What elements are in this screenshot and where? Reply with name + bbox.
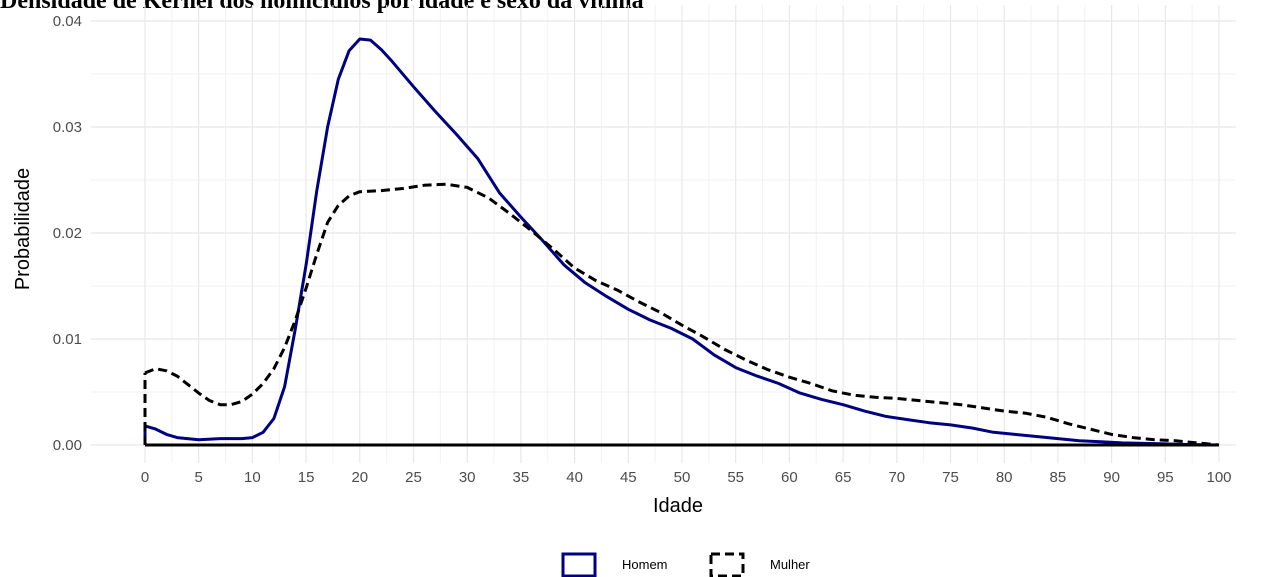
x-tick-label: 55 xyxy=(727,469,744,486)
y-tick-label: 0.04 xyxy=(53,13,82,30)
y-axis-ticks: 0.00 0.01 0.02 0.03 0.04 xyxy=(53,13,82,454)
x-tick-label: 40 xyxy=(566,469,583,486)
x-tick-label: 35 xyxy=(513,469,530,486)
legend-key-mulher xyxy=(709,552,745,577)
x-tick-label: 65 xyxy=(835,469,852,486)
y-tick-label: 0.00 xyxy=(53,437,82,454)
legend-key-homem xyxy=(561,552,597,577)
density-lines xyxy=(143,37,1220,447)
y-axis-title: Probabilidade xyxy=(12,168,34,290)
x-tick-label: 70 xyxy=(888,469,905,486)
density-line-homem xyxy=(144,37,1220,447)
x-tick-label: 75 xyxy=(942,469,959,486)
chart-title: Densidade de Kernel dos homicídios por i… xyxy=(0,0,644,14)
x-tick-label: 50 xyxy=(674,469,691,486)
x-axis-ticks: 0 5 10 15 20 25 30 35 40 45 50 55 60 65 70 75 80 85 90 95 10… xyxy=(141,469,1232,486)
legend-label-homem: Homem xyxy=(622,557,668,572)
x-tick-label: 15 xyxy=(298,469,315,486)
x-tick-label: 0 xyxy=(141,469,149,486)
x-tick-label: 90 xyxy=(1103,469,1120,486)
x-tick-label: 25 xyxy=(405,469,422,486)
minor-gridlines xyxy=(91,5,1236,463)
x-tick-label: 45 xyxy=(620,469,637,486)
x-tick-label: 95 xyxy=(1157,469,1174,486)
x-tick-label: 85 xyxy=(1050,469,1067,486)
x-tick-label: 60 xyxy=(781,469,798,486)
x-tick-label: 30 xyxy=(459,469,476,486)
x-tick-label: 5 xyxy=(195,469,203,486)
x-tick-label: 10 xyxy=(244,469,261,486)
legend: Homem Mulher xyxy=(561,552,810,577)
x-tick-label: 20 xyxy=(351,469,368,486)
x-tick-label: 80 xyxy=(996,469,1013,486)
x-tick-label: 100 xyxy=(1206,469,1231,486)
y-tick-label: 0.03 xyxy=(53,119,82,136)
y-tick-label: 0.02 xyxy=(53,225,82,242)
legend-label-mulher: Mulher xyxy=(770,557,810,572)
x-axis-title: Idade xyxy=(653,495,703,517)
y-tick-label: 0.01 xyxy=(53,331,82,348)
